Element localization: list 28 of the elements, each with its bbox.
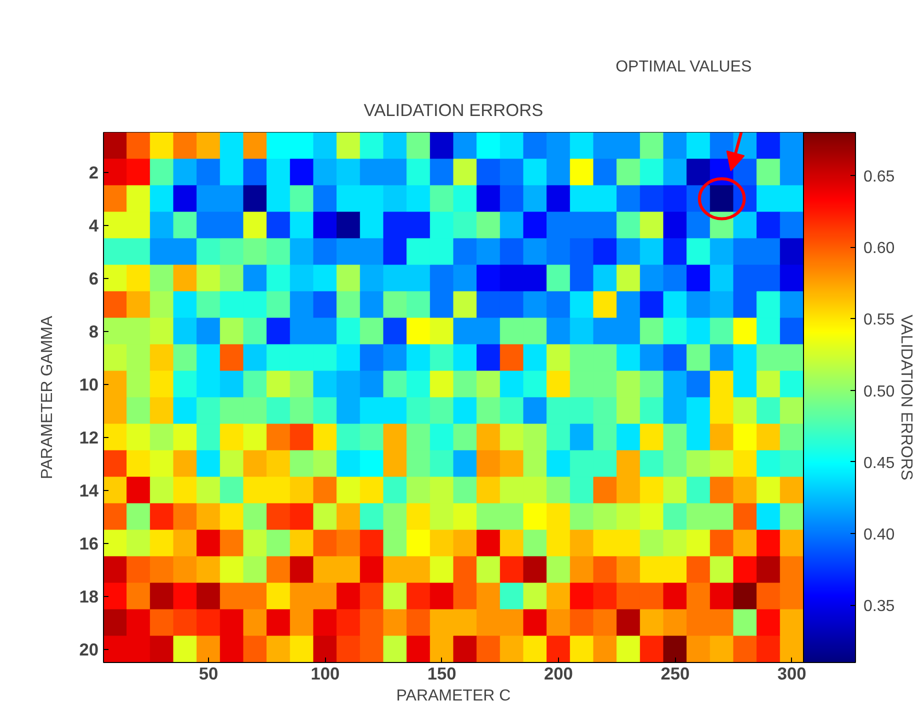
- color-bar-title: VALIDATION ERRORS: [898, 314, 914, 480]
- y-axis-title: PARAMETER GAMMA: [39, 316, 56, 480]
- color-bar-label: 0.45: [864, 454, 895, 472]
- y-tick-label: 14: [79, 480, 99, 500]
- color-bar-label: 0.60: [864, 240, 895, 258]
- color-bar-label: 0.50: [864, 383, 895, 400]
- y-tick-label: 16: [79, 533, 99, 554]
- x-tick-label: 100: [310, 664, 340, 684]
- text: OPTIMAL VALUES: [616, 58, 752, 76]
- color-bar-label: 0.55: [864, 312, 895, 329]
- y-tick-label: 12: [79, 427, 99, 448]
- x-tick-label: 200: [544, 664, 573, 684]
- color-bar-label: 0.65: [864, 168, 895, 186]
- x-tick-label: 300: [777, 664, 806, 684]
- color-bar-label: 0.35: [864, 598, 895, 616]
- color-bar-label: 0.40: [864, 526, 895, 544]
- x-tick-label: 50: [198, 664, 218, 684]
- x-tick-label: 250: [660, 664, 690, 684]
- y-tick-label: 18: [79, 586, 99, 606]
- y-tick-label: 10: [79, 374, 99, 394]
- y-tick-label: 8: [88, 321, 99, 342]
- y-tick-label: 4: [88, 215, 99, 236]
- y-tick-label: 2: [88, 162, 99, 182]
- x-axis-title: PARAMETER C: [396, 688, 511, 704]
- y-tick-label: 20: [79, 639, 99, 660]
- x-tick-label: 150: [427, 664, 456, 684]
- chart-title: VALIDATION ERRORS: [364, 100, 544, 120]
- y-tick-label: 6: [88, 268, 99, 288]
